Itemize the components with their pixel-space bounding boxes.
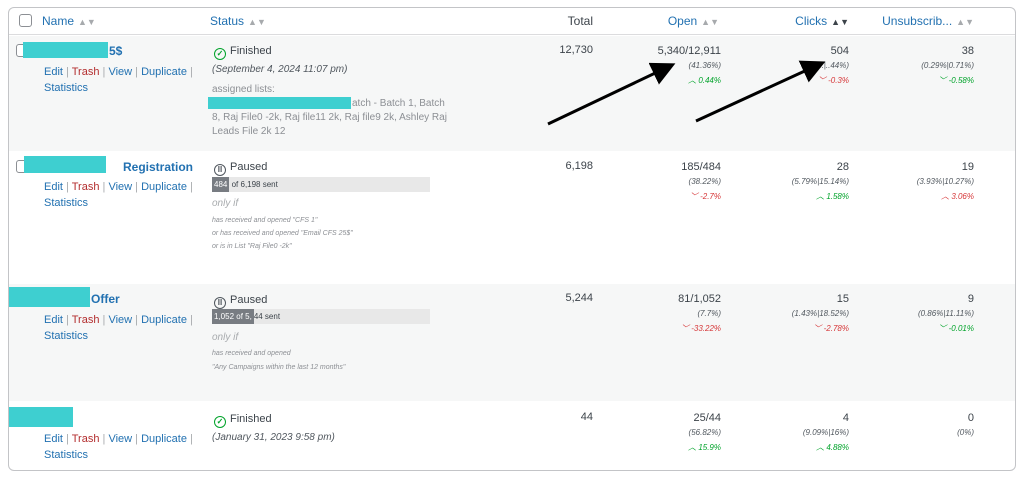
trend-up-icon: ︿ <box>941 192 950 201</box>
unsub-cell: 38 (0.29%|0.71%) ﹀ -0.58% <box>921 45 974 85</box>
redacted-name <box>9 287 90 307</box>
check-circle-icon: ✓ <box>214 48 226 60</box>
duplicate-link[interactable]: Duplicate <box>141 66 187 78</box>
trend-down-icon: ﹀ <box>689 192 698 201</box>
send-progress-bar: 1,052 of 5, 44 sent <box>212 309 430 324</box>
table-row: Registration Edit | Trash | View | Dupli… <box>9 151 1015 284</box>
pause-circle-icon: II <box>214 164 226 176</box>
unsub-cell: 9 (0.86%|11.11%) ﹀ -0.01% <box>917 293 974 333</box>
statistics-link[interactable]: Statistics <box>44 82 89 94</box>
sort-icon: ▲▼ <box>701 17 719 27</box>
trash-link[interactable]: Trash <box>71 433 100 445</box>
col-status-header[interactable]: Status ▲▼ <box>210 14 266 28</box>
unsub-cell: 19 (3.93%|10.27%) ︿ 3.06% <box>916 161 974 201</box>
total-value: 6,198 <box>565 160 593 172</box>
table-row: Offer Edit | Trash | View | Duplicate | … <box>9 284 1015 401</box>
sort-icon: ▲▼ <box>248 17 266 27</box>
open-cell: 5,340/12,911 (41.36%) ︿ 0.44% <box>657 45 721 85</box>
col-name-header[interactable]: Name ▲▼ <box>42 14 96 28</box>
campaign-name-link[interactable]: Offer <box>91 292 120 306</box>
clicks-cell: 28 (5.79%|15.14%) ︿ 1.58% <box>791 161 849 201</box>
campaigns-table: Name ▲▼ Status ▲▼ Total Open ▲▼ Clicks ▲▼ Un… <box>8 7 1016 471</box>
total-value: 44 <box>580 411 593 423</box>
duplicate-link[interactable]: Duplicate <box>141 433 187 445</box>
pause-circle-icon: II <box>214 297 226 309</box>
trend-up-icon: ︿ <box>688 76 697 85</box>
sort-icon: ▲▼ <box>78 17 96 27</box>
select-all-checkbox[interactable] <box>19 14 32 27</box>
trash-link[interactable]: Trash <box>71 181 100 193</box>
edit-link[interactable]: Edit <box>44 66 63 78</box>
total-value: 5,244 <box>565 292 593 304</box>
status-finished: ✓ Finished <box>214 45 272 60</box>
table-row: 5$ Edit | Trash | View | Duplicate | Sta… <box>9 36 1015 151</box>
open-cell: 81/1,052 (7.7%) ﹀ -33.22% <box>678 293 721 333</box>
col-open-header[interactable]: Open ▲▼ <box>667 14 719 28</box>
col-clicks-header[interactable]: Clicks ▲▼ <box>795 14 849 28</box>
total-value: 12,730 <box>559 44 593 56</box>
trend-up-icon: ︿ <box>688 443 697 452</box>
redacted-list <box>208 97 351 109</box>
statistics-link[interactable]: Statistics <box>44 330 89 342</box>
status-finished: ✓ Finished <box>214 413 272 428</box>
trash-link[interactable]: Trash <box>71 66 100 78</box>
view-link[interactable]: View <box>108 314 133 326</box>
redacted-name <box>23 42 108 58</box>
duplicate-link[interactable]: Duplicate <box>141 314 187 326</box>
clicks-cell: 504 (3.9...|..44%) ﹀ -0.3% <box>803 45 849 85</box>
trend-down-icon: ﹀ <box>817 76 826 85</box>
edit-link[interactable]: Edit <box>44 181 63 193</box>
duplicate-link[interactable]: Duplicate <box>141 181 187 193</box>
segment-condition: "Any Campaigns within the last 12 months… <box>212 364 346 371</box>
send-progress-bar: 484 of 6,198 sent <box>212 177 430 192</box>
segment-condition: or is in List "Raj File0 -2k" <box>212 243 292 250</box>
send-date: (January 31, 2023 9:58 pm) <box>212 432 335 443</box>
status-paused: II Paused <box>214 161 267 176</box>
clicks-cell: 4 (9.09%|16%) ︿ 4.88% <box>802 412 849 452</box>
segment-condition: has received and opened <box>212 350 291 357</box>
view-link[interactable]: View <box>108 433 133 445</box>
redacted-name <box>24 156 106 173</box>
table-row: Edit | Trash | View | Duplicate | Statis… <box>9 401 1015 470</box>
sort-desc-icon: ▲▼ <box>831 17 849 27</box>
trend-up-icon: ︿ <box>816 192 825 201</box>
segment-condition: has received and opened "CFS 1" <box>212 217 318 224</box>
status-paused: II Paused <box>214 294 267 309</box>
clicks-cell: 15 (1.43%|18.52%) ﹀ -2.78% <box>791 293 849 333</box>
trash-link[interactable]: Trash <box>71 314 100 326</box>
send-date: (September 4, 2024 11:07 pm) <box>212 64 348 75</box>
col-unsub-header[interactable]: Unsubscrib... ▲▼ <box>882 14 974 28</box>
only-if-label: only if <box>212 198 239 209</box>
assigned-lists-label: assigned lists: <box>212 84 275 95</box>
campaign-name-link[interactable]: 5$ <box>109 44 123 58</box>
row-actions: Edit | Trash | View | Duplicate | Statis… <box>44 433 193 461</box>
segment-condition: or has received and opened "Email CFS 25… <box>212 230 353 237</box>
edit-link[interactable]: Edit <box>44 314 63 326</box>
only-if-label: only if <box>212 332 239 343</box>
row-actions: Edit | Trash | View | Duplicate | Statis… <box>44 66 193 94</box>
sort-icon: ▲▼ <box>956 17 974 27</box>
col-total-header: Total <box>567 14 593 28</box>
view-link[interactable]: View <box>108 66 133 78</box>
trend-down-icon: ﹀ <box>813 324 822 333</box>
check-circle-icon: ✓ <box>214 416 226 428</box>
row-actions: Edit | Trash | View | Duplicate | Statis… <box>44 181 193 209</box>
trend-down-icon: ﹀ <box>680 324 689 333</box>
statistics-link[interactable]: Statistics <box>44 449 89 461</box>
trend-down-icon: ﹀ <box>938 324 947 333</box>
view-link[interactable]: View <box>108 181 133 193</box>
assigned-lists: atch - Batch 1, Batch <box>352 98 445 109</box>
statistics-link[interactable]: Statistics <box>44 197 89 209</box>
open-cell: 185/484 (38.22%) ﹀ -2.7% <box>681 161 721 201</box>
row-actions: Edit | Trash | View | Duplicate | Statis… <box>44 314 193 342</box>
trend-up-icon: ︿ <box>816 443 825 452</box>
open-cell: 25/44 (56.82%) ︿ 15.9% <box>688 412 721 452</box>
trend-down-icon: ﹀ <box>938 76 947 85</box>
redacted-name <box>9 407 73 427</box>
campaign-name-link[interactable]: Registration <box>123 160 194 174</box>
unsub-cell: 0 (0%) <box>957 412 974 437</box>
edit-link[interactable]: Edit <box>44 433 63 445</box>
table-header: Name ▲▼ Status ▲▼ Total Open ▲▼ Clicks ▲▼ Un… <box>9 8 1015 35</box>
